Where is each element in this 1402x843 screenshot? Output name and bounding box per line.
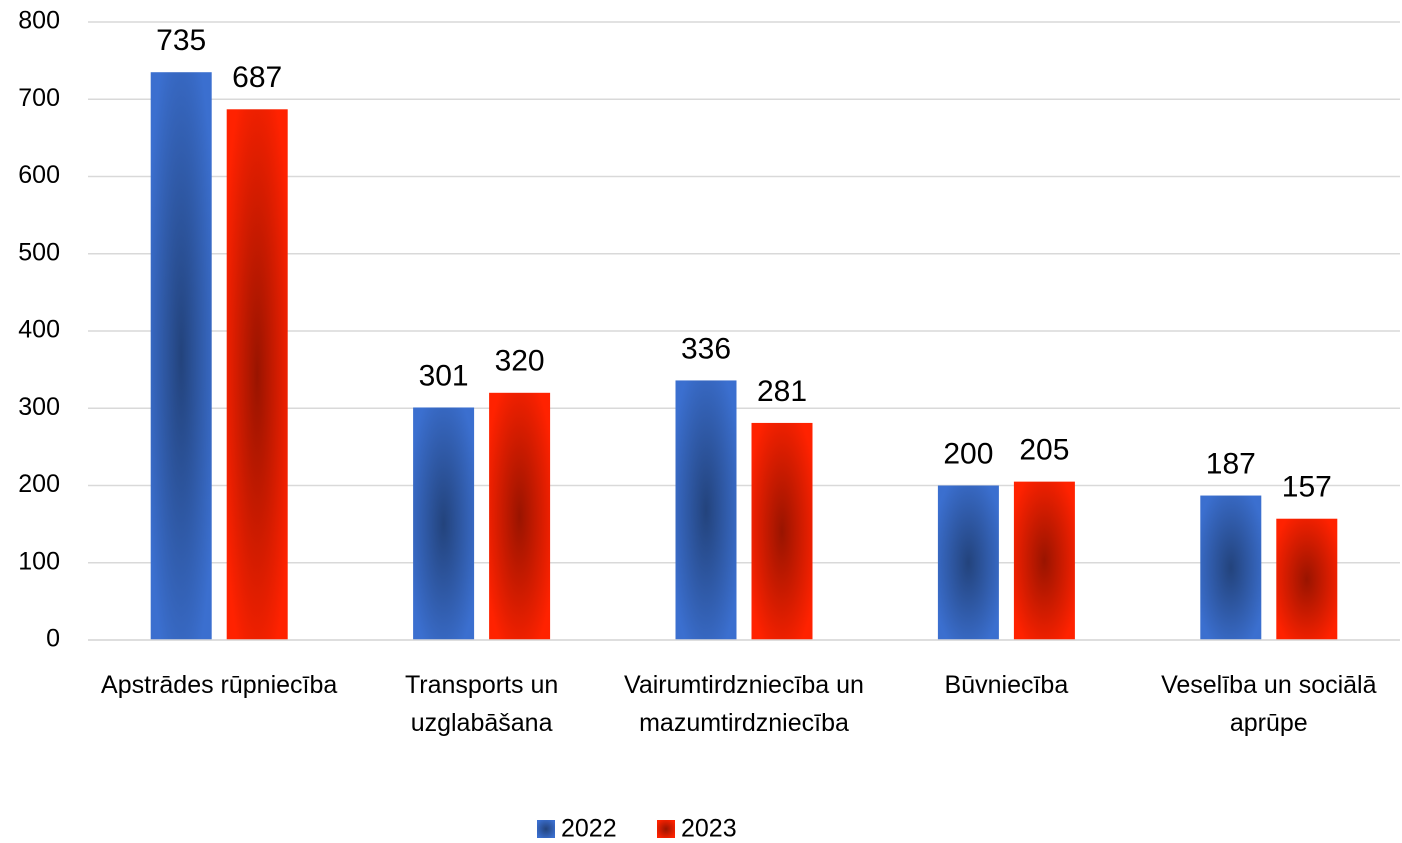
bar: [150, 72, 212, 640]
data-label: 157: [1282, 471, 1332, 504]
y-tick-label: 200: [18, 470, 60, 498]
y-tick-label: 800: [18, 7, 60, 35]
data-label: 200: [943, 437, 993, 470]
data-label: 281: [757, 375, 807, 408]
y-tick-label: 700: [18, 84, 60, 112]
data-label: 205: [1019, 434, 1069, 467]
bar: [413, 407, 475, 640]
data-label: 336: [681, 332, 731, 365]
y-tick-label: 400: [18, 316, 60, 344]
bar: [675, 380, 737, 640]
x-tick-label: Veselība un sociālā aprūpe: [1161, 671, 1377, 737]
legend-swatch: [537, 820, 555, 838]
y-tick-label: 300: [18, 393, 60, 421]
y-tick-label: 600: [18, 161, 60, 189]
data-label: 187: [1206, 447, 1256, 480]
legend-swatch: [657, 820, 675, 838]
bar: [489, 392, 551, 640]
x-tick-label: Apstrādes rūpniecība: [101, 671, 338, 699]
legend-label: 2023: [681, 815, 737, 843]
bar: [1200, 495, 1262, 640]
bar: [1013, 481, 1075, 640]
x-tick-label: Būvniecība: [944, 671, 1069, 699]
data-label: 301: [419, 359, 469, 392]
bar: [751, 422, 813, 640]
y-tick-label: 100: [18, 547, 60, 575]
y-tick-label: 0: [46, 625, 60, 653]
x-tick-label: Vairumtirdzniecība un mazumtirdzniecība: [624, 671, 864, 737]
bar: [226, 109, 288, 641]
y-tick-label: 500: [18, 238, 60, 266]
bar: [937, 485, 999, 640]
data-label: 687: [232, 61, 282, 94]
legend-label: 2022: [561, 815, 617, 843]
bar: [1276, 518, 1338, 640]
data-label: 320: [495, 345, 545, 378]
x-tick-label: Transports un uzglabāšana: [404, 671, 559, 737]
data-label: 735: [156, 24, 206, 57]
